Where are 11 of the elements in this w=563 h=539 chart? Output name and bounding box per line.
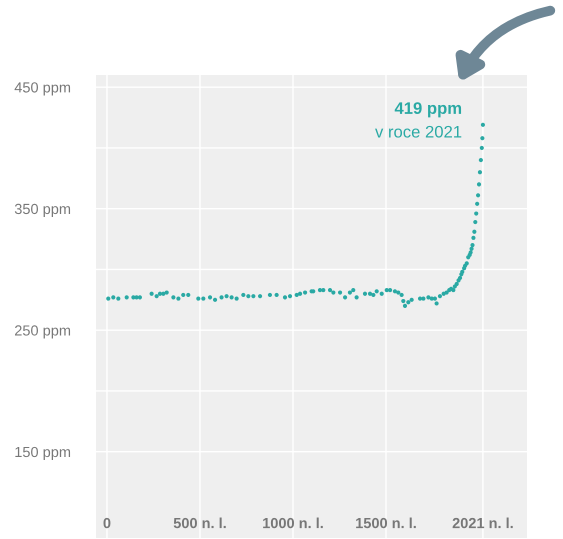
x-tick-label: 1500 n. l. bbox=[356, 518, 416, 528]
x-tick-label: 500 n. l. bbox=[174, 518, 226, 528]
x-tick-label: 2021 n. l. bbox=[452, 518, 513, 528]
y-tick-label: 250 ppm bbox=[14, 325, 70, 339]
y-tick-label: 150 ppm bbox=[15, 446, 70, 460]
y-tick-label: 450 ppm bbox=[14, 82, 70, 96]
y-tick-label: 350 ppm bbox=[14, 204, 70, 217]
x-tick-label: 1000 n. l. bbox=[263, 518, 323, 528]
annotation: 419 ppm bbox=[394, 102, 462, 118]
x-tick-label: 0 bbox=[103, 518, 110, 528]
annotation: v roce 2021 bbox=[375, 126, 462, 138]
